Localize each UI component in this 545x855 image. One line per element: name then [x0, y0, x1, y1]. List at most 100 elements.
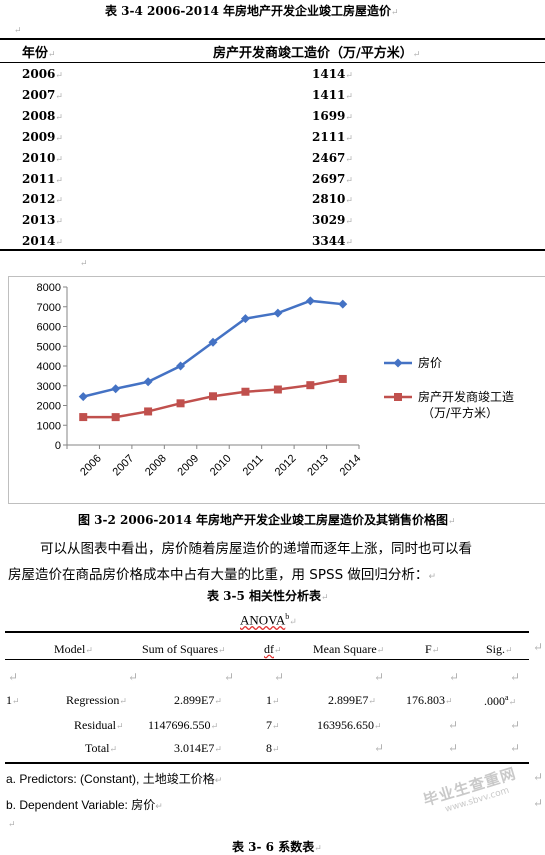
- year-cell: 2009↵: [22, 129, 63, 144]
- data-point: [176, 361, 186, 371]
- table-row: 2009↵ 2111↵: [0, 127, 545, 147]
- year-cell: 2008↵: [22, 108, 63, 123]
- data-point: [338, 374, 347, 383]
- data-point: [176, 399, 185, 408]
- cost-cell: 1699↵: [312, 108, 353, 123]
- y-tick-label: 8000: [37, 282, 61, 294]
- table-row: 2010↵ 2467↵: [0, 148, 545, 168]
- ms-value: 163956.650↵: [317, 718, 382, 732]
- year-cell: 2013↵: [22, 213, 63, 228]
- line-chart: 0 1000 2000 3000 4000 5000 6000 7000 8000 2006 200…: [37, 282, 515, 479]
- row-label: Total↵: [85, 741, 118, 755]
- data-point: [144, 407, 153, 416]
- x-tick-label: 2011: [241, 453, 266, 478]
- cost-cell: 3344↵: [312, 234, 353, 249]
- paragraph-mark: ↵: [8, 820, 16, 830]
- legend-label-1: 房价: [418, 355, 442, 370]
- data-point: [111, 413, 120, 422]
- header-f: F↵: [425, 642, 440, 656]
- data-point: [111, 384, 121, 394]
- y-tick-label: 0: [55, 440, 61, 452]
- anova-note-a: a. Predictors: (Constant), 土地竣工价格↵: [6, 772, 223, 786]
- table-row: 2013↵ 3029↵: [0, 210, 545, 230]
- x-tick-label: 2012: [273, 453, 299, 479]
- row-label: Residual↵: [74, 718, 124, 732]
- legend-marker-1: [393, 358, 403, 368]
- data-point: [305, 296, 315, 306]
- year-cell: 2010↵: [22, 150, 63, 165]
- table-row: 2011↵ 2697↵: [0, 169, 545, 189]
- x-tick-label: 2007: [111, 453, 137, 479]
- header-mean-square: Mean Square↵: [313, 642, 385, 656]
- data-point: [208, 337, 218, 347]
- ss-value: 2.899E7↵: [174, 693, 222, 707]
- x-tick-label: 2008: [143, 453, 169, 479]
- x-tick-label: 2009: [175, 453, 201, 479]
- year-cell: 2007↵: [22, 87, 63, 102]
- table-row: 2006↵ 1414↵: [0, 64, 545, 84]
- header-model: Model↵: [54, 642, 93, 656]
- cost-cell: 2467↵: [312, 150, 353, 165]
- y-tick-label: 4000: [37, 361, 61, 373]
- data-point: [143, 377, 153, 387]
- cost-cell: 1414↵: [312, 67, 353, 81]
- data-point: [78, 392, 88, 402]
- paragraph-mark: ↵: [14, 26, 22, 36]
- table-3-6-caption: 表 3- 6 系数表↵: [232, 840, 322, 854]
- y-tick-label: 5000: [37, 341, 61, 353]
- paragraph-mark: ↵: [80, 259, 88, 269]
- data-point: [240, 314, 250, 324]
- table-row: 2008↵ 1699↵: [0, 106, 545, 126]
- x-tick-label: 2014: [338, 453, 364, 479]
- table-row: 2007↵ 1411↵: [0, 85, 545, 105]
- chart-frame: 0 1000 2000 3000 4000 5000 6000 7000 8000 2006 200…: [8, 276, 545, 504]
- year-cell: 2006↵: [22, 67, 63, 81]
- header-df: df↵: [264, 642, 282, 656]
- data-point: [79, 413, 88, 422]
- table-3-4-caption: 表 3-4 2006-2014 年房地产开发企业竣工房屋造价↵: [105, 4, 399, 18]
- cost-cell: 2810↵: [312, 192, 353, 207]
- header-sig: Sig.↵: [486, 642, 513, 656]
- year-cell: 2014↵: [22, 234, 63, 249]
- table-row: 2012↵ 2810↵: [0, 189, 545, 209]
- row-label: Regression↵: [66, 693, 127, 707]
- data-point: [241, 387, 250, 396]
- df-value: 1↵: [266, 693, 280, 707]
- data-point: [273, 385, 282, 394]
- data-point: [273, 308, 283, 318]
- table-3-5-caption: 表 3-5 相关性分析表↵: [207, 589, 329, 603]
- cost-header: 房产开发商竣工造价（万/平方米）↵: [213, 46, 421, 61]
- legend-label-2: 房产开发商竣工造: [418, 389, 514, 404]
- year-cell: 2012↵: [22, 192, 63, 207]
- data-point: [209, 392, 217, 401]
- x-tick-label: 2006: [78, 453, 104, 479]
- year-cell: 2011↵: [22, 171, 63, 186]
- table-row: 2014↵ 3344↵: [0, 231, 545, 251]
- anova-note-b: b. Dependent Variable: 房价↵: [6, 798, 163, 812]
- x-tick-label: 2013: [305, 453, 331, 479]
- f-value: 176.803↵: [406, 693, 453, 707]
- y-tick-label: 6000: [37, 322, 61, 334]
- y-tick-label: 3000: [37, 381, 61, 393]
- header-sum-of-squares: Sum of Squares↵: [142, 642, 226, 656]
- df-value: 7↵: [266, 718, 280, 732]
- y-tick-label: 1000: [37, 420, 61, 432]
- cost-cell: 2697↵: [312, 171, 353, 186]
- cost-cell: 3029↵: [312, 213, 353, 228]
- sig-value: .000a↵: [484, 693, 517, 708]
- legend-label-2-cont: （万/平方米）: [422, 405, 498, 420]
- anova-title: ANOVAb↵: [240, 612, 297, 628]
- year-header: 年份↵: [22, 46, 56, 61]
- paragraph-line-1: 可以从图表中看出，房价随着房屋造价的递增而逐年上涨，同时也可以看: [40, 541, 472, 557]
- data-point: [338, 299, 348, 309]
- paragraph-line-2: 房屋造价在商品房价格成本中占有大量的比重，用 SPSS 做回归分析：↵: [8, 567, 436, 583]
- legend-marker-2: [394, 393, 402, 401]
- data-point: [306, 381, 315, 390]
- cost-cell: 2111↵: [312, 129, 353, 144]
- x-tick-label: 2010: [208, 453, 234, 479]
- ss-value: 1147696.550↵: [148, 718, 219, 732]
- series-line-1: [82, 299, 343, 398]
- df-value: 8↵: [266, 741, 280, 755]
- ms-value: 2.899E7↵: [328, 693, 376, 707]
- model-number: 1↵: [6, 693, 20, 707]
